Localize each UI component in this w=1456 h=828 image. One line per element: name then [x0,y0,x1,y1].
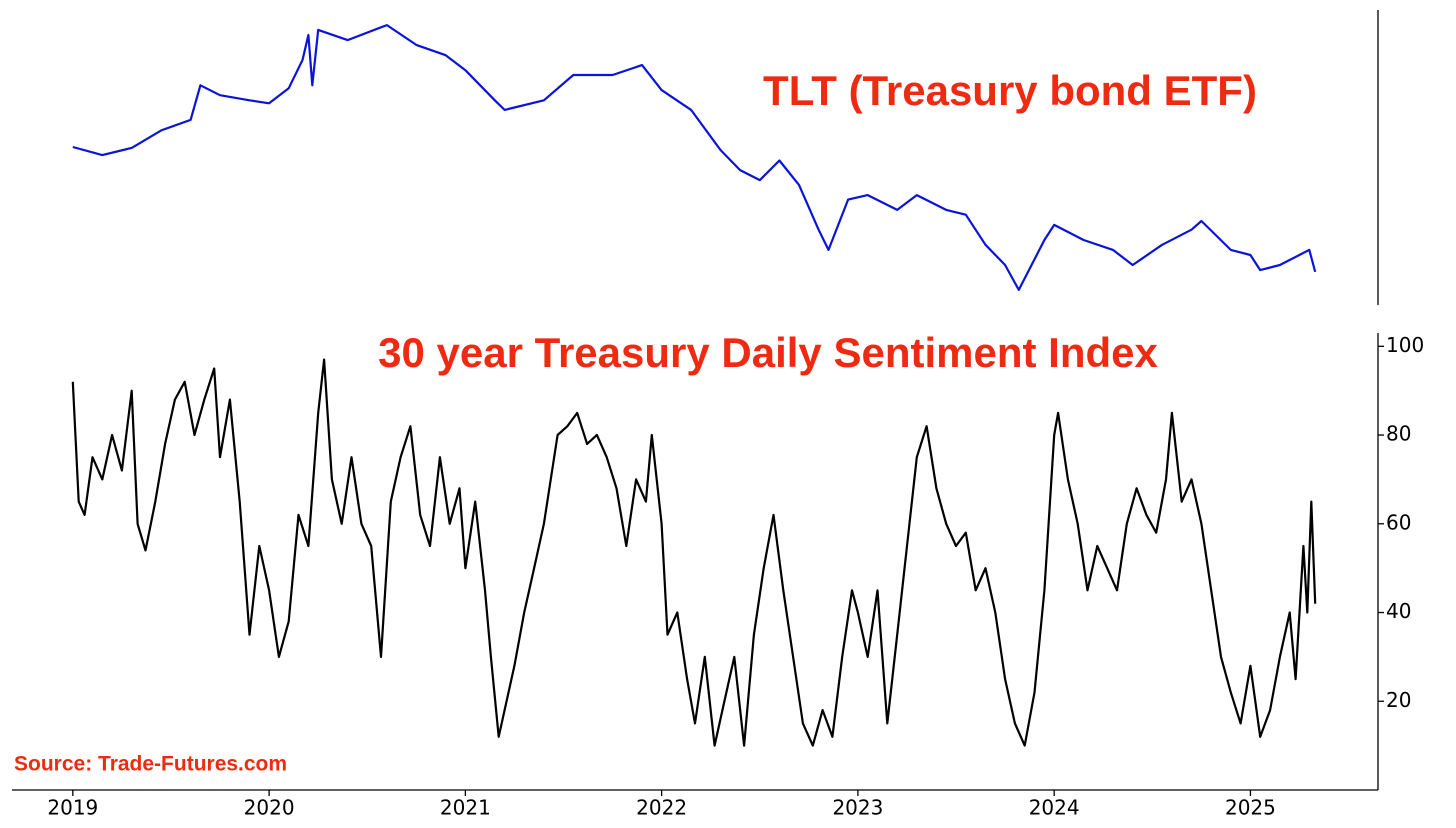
chart-title: 30 year Treasury Daily Sentiment Index [378,329,1158,376]
x-tick-label: 2020 [244,796,295,820]
data-line [71,358,1317,747]
source-note: Source: Trade-Futures.com [14,753,287,776]
y-tick-label: 80 [1386,422,1411,446]
x-tick-label: 2021 [440,796,491,820]
y-tick-label: 40 [1386,599,1411,623]
x-tick-label: 2019 [47,796,98,820]
chart-title: TLT (Treasury bond ETF) [763,67,1257,114]
y-tick-label: 100 [1386,333,1424,357]
x-tick-label: 2024 [1029,796,1080,820]
y-tick-label: 60 [1386,510,1411,534]
data-line [72,24,1317,291]
x-tick-label: 2023 [832,796,883,820]
x-tick-label: 2025 [1225,796,1276,820]
y-tick-label: 20 [1386,688,1411,712]
x-tick-label: 2022 [636,796,687,820]
